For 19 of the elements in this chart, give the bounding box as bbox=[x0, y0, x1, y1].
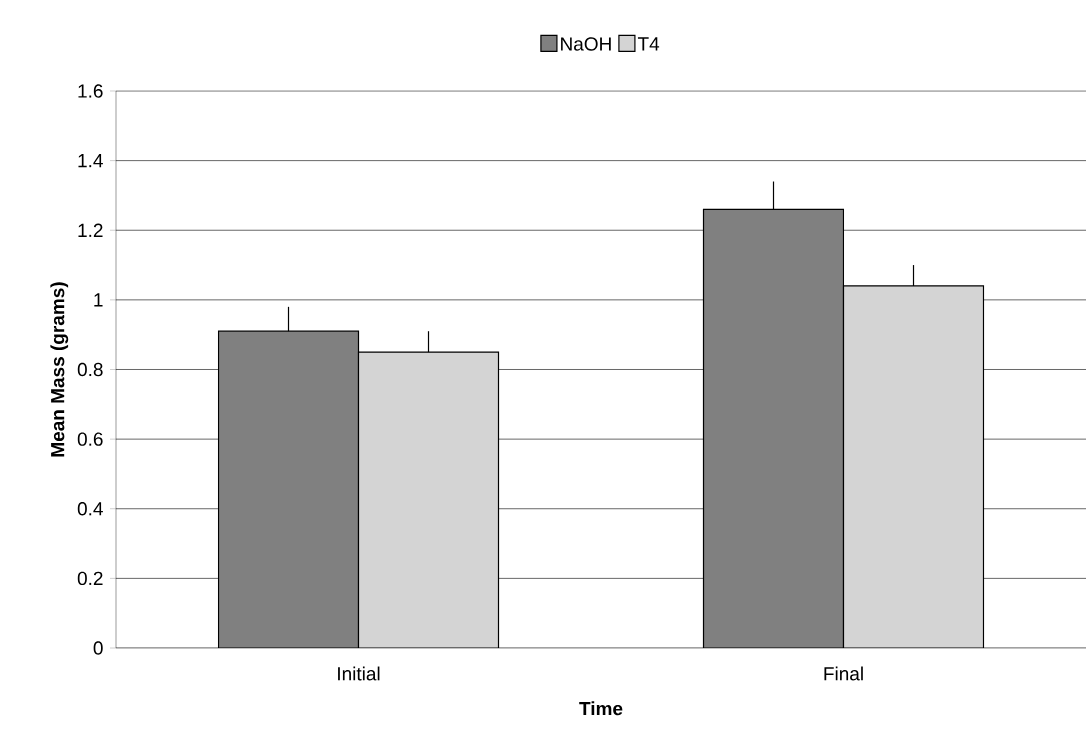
bar bbox=[842, 285, 985, 648]
x-tick-label: Initial bbox=[338, 666, 380, 681]
y-tick-label: 0.8 bbox=[77, 362, 103, 377]
y-tick-label: 0 bbox=[93, 641, 103, 655]
y-tick-label: 1 bbox=[94, 293, 103, 307]
y-tick-label: 0.4 bbox=[77, 502, 103, 516]
bar bbox=[702, 208, 845, 648]
y-tick-label: 1.2 bbox=[78, 223, 103, 237]
y-tick-label: 0.6 bbox=[77, 432, 103, 446]
x-tick-label: Final bbox=[824, 666, 863, 681]
x-axis-title: Time bbox=[579, 701, 623, 716]
y-axis-title: Mean Mass (grams) bbox=[50, 282, 69, 457]
y-tick-label: 1.4 bbox=[78, 154, 103, 168]
y-tick-label: 1.6 bbox=[78, 84, 103, 98]
legend-label: T4 bbox=[637, 37, 660, 51]
legend-label: NaOH bbox=[561, 37, 611, 51]
bar bbox=[357, 351, 500, 648]
y-tick-label: 0.2 bbox=[77, 571, 103, 586]
bar bbox=[217, 330, 360, 648]
